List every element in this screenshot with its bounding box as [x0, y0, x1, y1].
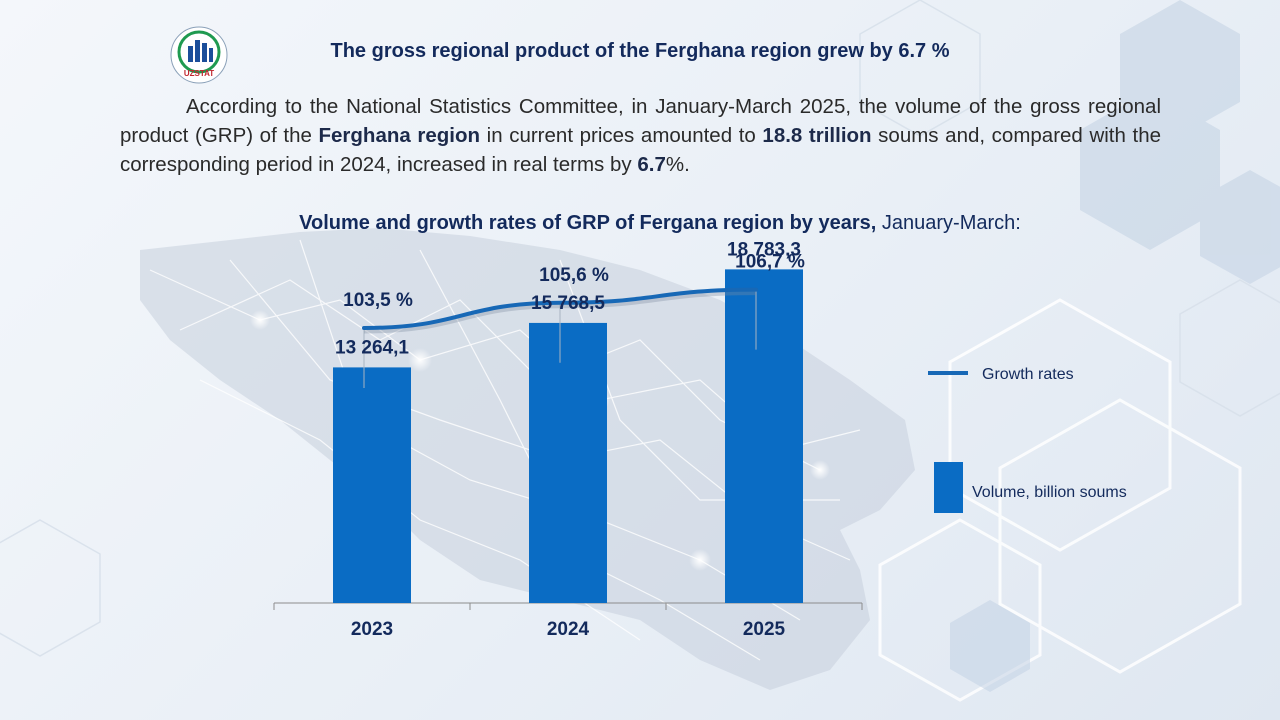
bar-value-label: 13 264,1: [335, 337, 409, 358]
summary-paragraph: According to the National Statistics Com…: [120, 92, 1161, 179]
chart-title-bold: Volume and growth rates of GRP of Fergan…: [299, 212, 877, 234]
paragraph-part-2: in current prices amounted to: [480, 124, 763, 147]
bar-value-label: 15 768,5: [531, 293, 605, 314]
paragraph-part-3: soums and, compared with the correspondi…: [120, 124, 1162, 176]
paragraph-part-4: %.: [665, 153, 690, 176]
paragraph-region: Ferghana region: [318, 124, 481, 147]
growth-rate-label: 106,7 %: [735, 252, 805, 273]
growth-rate-line: [362, 287, 758, 330]
uzstat-logo: UZSTAT: [170, 26, 228, 84]
paragraph-amount: 18.8 trillion: [762, 124, 872, 147]
bar-value-label: 18 783,3: [727, 239, 801, 260]
legend-line-label: Growth rates: [982, 366, 1074, 383]
x-tick-label: 2025: [743, 619, 786, 640]
page-title: The gross regional product of the Fergha…: [330, 40, 950, 62]
growth-line-shadow: [363, 290, 757, 334]
x-tick-label: 2023: [351, 619, 393, 640]
volume-bar: [333, 367, 411, 603]
legend-bar-swatch: [934, 462, 963, 513]
chart-title-normal: January-March:: [876, 212, 1021, 234]
paragraph-growth: 6.7: [637, 153, 666, 176]
legend-bar-label: Volume, billion soums: [972, 484, 1127, 501]
volume-bar: [529, 322, 607, 603]
chart-title: Volume and growth rates of GRP of Fergan…: [150, 212, 1170, 235]
growth-rate-label: 105,6 %: [539, 265, 609, 286]
logo-text: UZSTAT: [184, 69, 214, 78]
paragraph-part-1: According to the National Statistics Com…: [120, 95, 1161, 147]
x-tick-label: 2024: [547, 619, 590, 640]
volume-bar: [725, 269, 803, 603]
growth-rate-label: 103,5 %: [343, 290, 413, 311]
uzbekistan-map-silhouette: [140, 228, 915, 690]
